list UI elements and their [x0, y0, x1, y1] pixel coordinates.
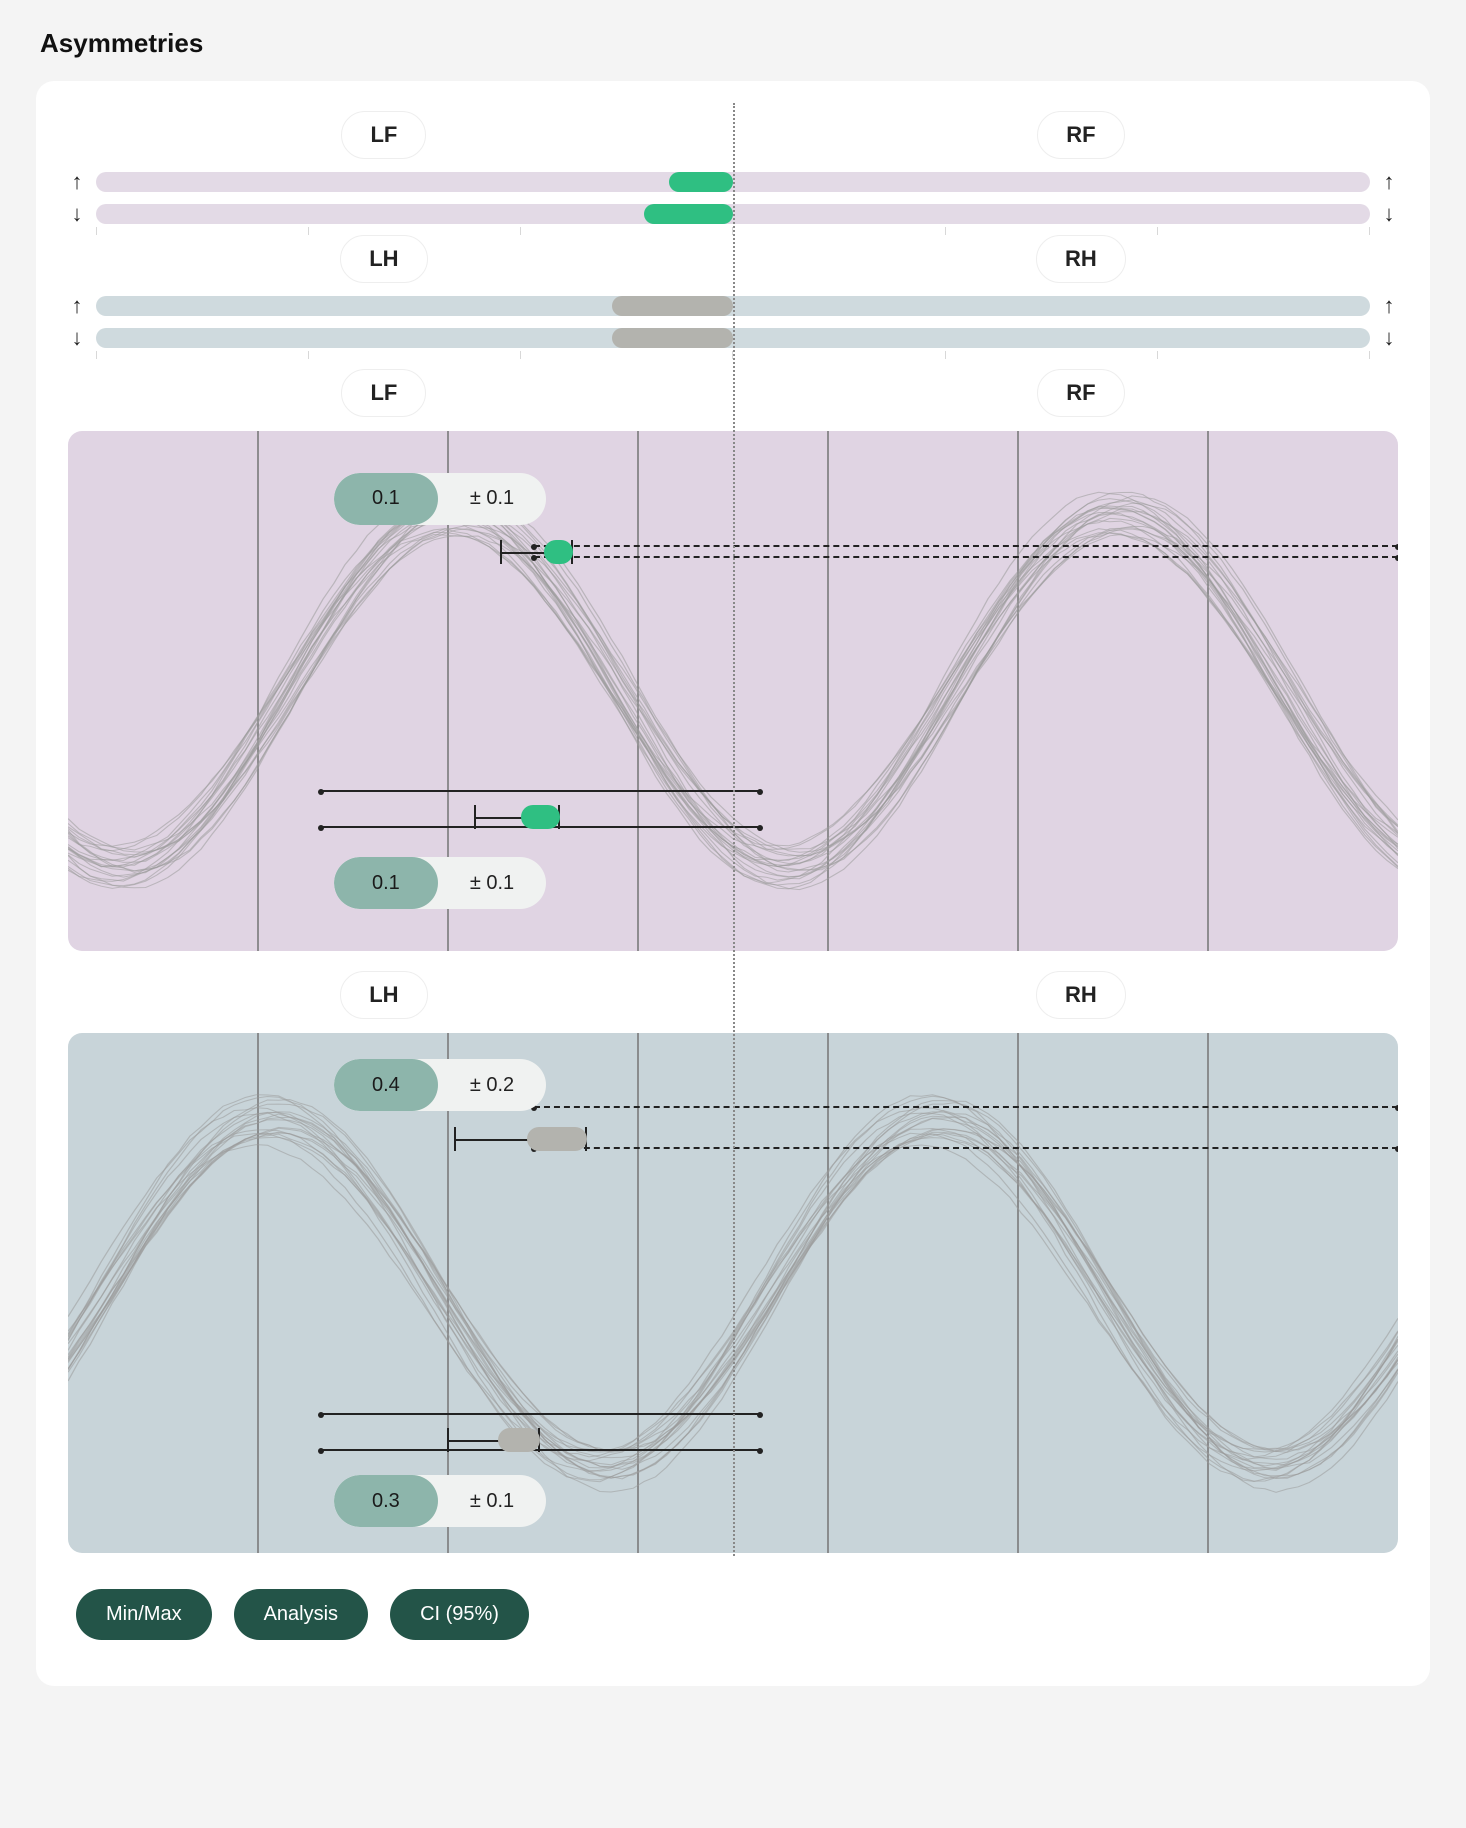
arrow-down-icon: ↓	[68, 327, 86, 349]
pair-label: RF	[1037, 111, 1124, 159]
ci-bar	[474, 805, 560, 829]
pair-label: LF	[341, 111, 426, 159]
stat-pill: 0.1± 0.1	[334, 857, 546, 909]
stat-pill: 0.1± 0.1	[334, 473, 546, 525]
range-line	[534, 1147, 1399, 1149]
asymmetries-card: LFRF↑↑↓↓LHRH↑↑↓↓ LFRF0.1± 0.10.1± 0.1LHR…	[36, 81, 1430, 1686]
bar-pill	[612, 296, 733, 316]
pair-label: LF	[341, 369, 426, 417]
pair-label: LH	[340, 971, 427, 1019]
arrow-up-icon: ↑	[68, 171, 86, 193]
arrow-up-icon: ↑	[1380, 171, 1398, 193]
center-divider	[733, 103, 735, 1556]
arrow-down-icon: ↓	[1380, 327, 1398, 349]
range-line	[321, 1413, 760, 1415]
range-line	[534, 556, 1399, 558]
pair-label: RH	[1036, 971, 1126, 1019]
stat-delta: ± 0.1	[438, 872, 546, 895]
ci-bar	[447, 1428, 540, 1452]
bar-pill	[669, 172, 733, 192]
pair-label: RF	[1037, 369, 1124, 417]
stat-delta: ± 0.1	[438, 487, 546, 510]
ci-bar	[454, 1127, 587, 1151]
stat-value: 0.1	[334, 473, 438, 525]
bar-pill	[612, 328, 733, 348]
stat-delta: ± 0.1	[438, 1490, 546, 1513]
bar-pill	[644, 204, 733, 224]
ci-bar	[500, 540, 573, 564]
stat-pill: 0.3± 0.1	[334, 1475, 546, 1527]
range-line	[534, 1106, 1399, 1108]
filter-button[interactable]: Analysis	[234, 1589, 368, 1640]
page-title: Asymmetries	[40, 28, 1430, 59]
range-line	[321, 790, 760, 792]
filter-button[interactable]: CI (95%)	[390, 1589, 529, 1640]
stat-value: 0.1	[334, 857, 438, 909]
arrow-up-icon: ↑	[1380, 295, 1398, 317]
stat-value: 0.4	[334, 1059, 438, 1111]
filter-button[interactable]: Min/Max	[76, 1589, 212, 1640]
arrow-down-icon: ↓	[1380, 203, 1398, 225]
stat-value: 0.3	[334, 1475, 438, 1527]
arrow-down-icon: ↓	[68, 203, 86, 225]
stat-pill: 0.4± 0.2	[334, 1059, 546, 1111]
asymmetries-page: Asymmetries LFRF↑↑↓↓LHRH↑↑↓↓ LFRF0.1± 0.…	[0, 0, 1466, 1726]
range-line	[534, 545, 1399, 547]
pair-label: LH	[340, 235, 427, 283]
arrow-up-icon: ↑	[68, 295, 86, 317]
pair-label: RH	[1036, 235, 1126, 283]
stat-delta: ± 0.2	[438, 1074, 546, 1097]
button-row: Min/Max Analysis CI (95%)	[36, 1553, 1430, 1640]
